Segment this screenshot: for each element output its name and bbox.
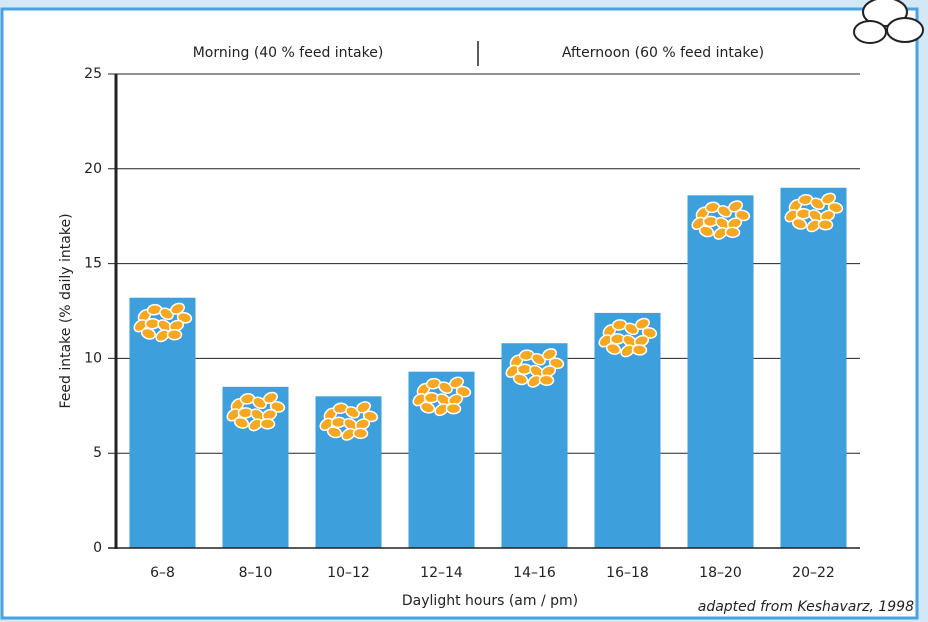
grain (724, 226, 741, 239)
grain (345, 406, 360, 419)
grain (419, 401, 436, 414)
grain (259, 418, 276, 430)
x-tick-label: 8–10 (239, 565, 273, 581)
y-tick-label: 15 (84, 256, 102, 272)
y-tick-label: 10 (84, 350, 102, 366)
grain (252, 396, 267, 410)
grain (624, 322, 639, 336)
annotation: Afternoon (60 % feed intake) (562, 45, 764, 61)
grain-icon (133, 302, 193, 343)
grain-icon (226, 391, 286, 432)
grain (810, 197, 825, 211)
x-axis-label: Daylight hours (am / pm) (402, 593, 578, 609)
x-tick-label: 14–16 (513, 565, 556, 581)
grain (538, 374, 555, 386)
grain (352, 427, 369, 440)
grain (631, 344, 648, 356)
y-tick-label: 25 (84, 66, 102, 82)
grain (159, 307, 174, 321)
source: adapted from Keshavarz, 1998 (698, 599, 914, 615)
annotation: Morning (40 % feed intake) (193, 45, 384, 61)
grain (531, 352, 546, 366)
grain-icon (598, 317, 658, 358)
grain (166, 328, 183, 341)
y-tick-label: 0 (93, 540, 102, 556)
x-tick-label: 18–20 (699, 565, 742, 581)
grain-icon (784, 192, 844, 233)
x-tick-label: 20–22 (792, 565, 835, 581)
grain (717, 205, 732, 218)
x-tick-label: 16–18 (606, 565, 649, 581)
grain (233, 416, 250, 429)
grain-icon (319, 401, 379, 441)
x-tick-label: 10–12 (327, 565, 370, 581)
grain (326, 426, 343, 439)
y-tick-label: 5 (93, 445, 102, 461)
corner-icon (853, 0, 924, 44)
grain (817, 219, 834, 231)
grain (140, 327, 157, 340)
grain (605, 342, 622, 355)
grain (512, 373, 529, 386)
grain-icon (691, 200, 751, 240)
x-tick-label: 6–8 (150, 565, 175, 581)
grain (698, 225, 715, 238)
bar (687, 195, 754, 548)
y-tick-label: 20 (84, 161, 102, 177)
grain-icon (412, 376, 472, 417)
grain (445, 402, 462, 415)
bar (780, 187, 847, 548)
grain (438, 381, 453, 394)
y-axis-label: Feed intake (% daily intake) (58, 213, 74, 408)
grain (791, 217, 808, 230)
x-tick-label: 12–14 (420, 565, 463, 581)
grain-icon (505, 348, 565, 388)
